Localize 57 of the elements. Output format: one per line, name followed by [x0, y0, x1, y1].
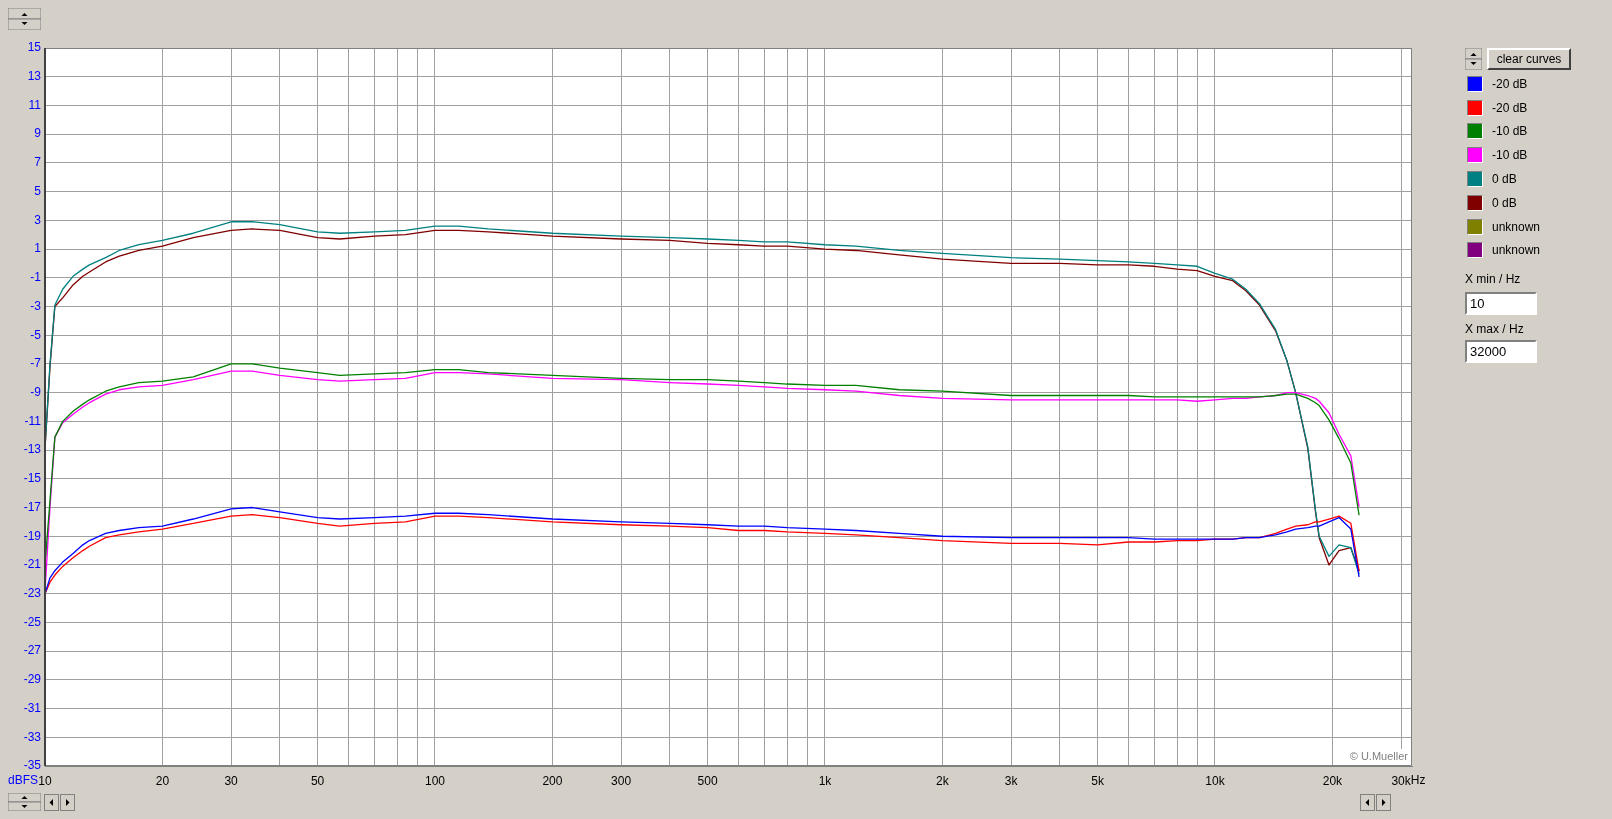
y-tick-label: -1 [30, 270, 42, 285]
y-tick-label: -31 [23, 700, 42, 715]
y-tick-label: -9 [30, 384, 42, 399]
y-tick-label: -29 [23, 672, 42, 687]
y-axis-title: dBFS [7, 773, 38, 788]
x-tick-label: 200 [542, 773, 563, 788]
y-tick-label: -5 [30, 327, 42, 342]
x-tick-label: 5k [1091, 773, 1105, 788]
text-field: 10 [1465, 292, 1537, 315]
legend-label: -10 dB [1492, 124, 1528, 139]
legend-label: 0 dB [1492, 172, 1517, 187]
x-tick-label: 500 [697, 773, 718, 788]
y-tick-label: 3 [34, 212, 42, 227]
x-tick-label: 2k [936, 773, 950, 788]
y-tick-label: -33 [23, 729, 42, 744]
text-field: 32000 [1465, 340, 1537, 363]
y-tick-label: 11 [28, 97, 42, 112]
y-tick-label: -23 [23, 585, 42, 600]
x-tick-label: 30 [224, 773, 239, 788]
y-tick-label: 13 [27, 69, 42, 84]
legend-label: -10 dB [1492, 148, 1528, 163]
y-tick-label: -17 [23, 499, 42, 514]
legend-label: unknown [1492, 219, 1541, 234]
text: X max / Hz [1465, 322, 1524, 336]
x-tick-label: 3k [1004, 773, 1019, 788]
y-tick-label: 1 [34, 241, 42, 256]
y-tick-label: 15 [27, 40, 42, 55]
legend-label: unknown [1492, 243, 1541, 258]
x-tick-label: 30k [1391, 773, 1412, 788]
legend-label: -20 dB [1492, 76, 1528, 91]
x-tick-label: 10 [38, 773, 52, 788]
x-axis-title: Hz [1410, 773, 1426, 788]
y-tick-label: 9 [34, 126, 42, 141]
annotation: © U.Mueller [1349, 750, 1409, 763]
x-tick-label: 100 [424, 773, 446, 788]
x-tick-label: 20 [155, 773, 170, 788]
button: clear curves [1487, 48, 1571, 70]
y-tick-label: -7 [30, 356, 42, 371]
y-tick-label: -11 [24, 413, 42, 428]
x-tick-label: 50 [310, 773, 325, 788]
x-tick-label: 20k [1322, 773, 1344, 788]
y-tick-label: -3 [30, 298, 42, 313]
y-tick-label: -15 [23, 471, 42, 486]
y-tick-label: 7 [34, 155, 42, 170]
y-tick-label: -35 [23, 758, 42, 773]
legend-label: 0 dB [1492, 195, 1517, 210]
y-tick-label: -21 [23, 557, 42, 572]
x-tick-label: 1k [818, 773, 833, 788]
y-tick-label: -19 [23, 528, 42, 543]
y-tick-label: 5 [34, 183, 42, 198]
y-tick-label: -13 [23, 442, 42, 457]
legend-label: -20 dB [1492, 100, 1528, 115]
y-tick-label: -25 [23, 614, 42, 629]
text: X min / Hz [1465, 272, 1521, 286]
y-tick-label: -27 [23, 643, 42, 658]
x-tick-label: 300 [611, 773, 632, 788]
x-tick-label: 10k [1205, 773, 1226, 788]
